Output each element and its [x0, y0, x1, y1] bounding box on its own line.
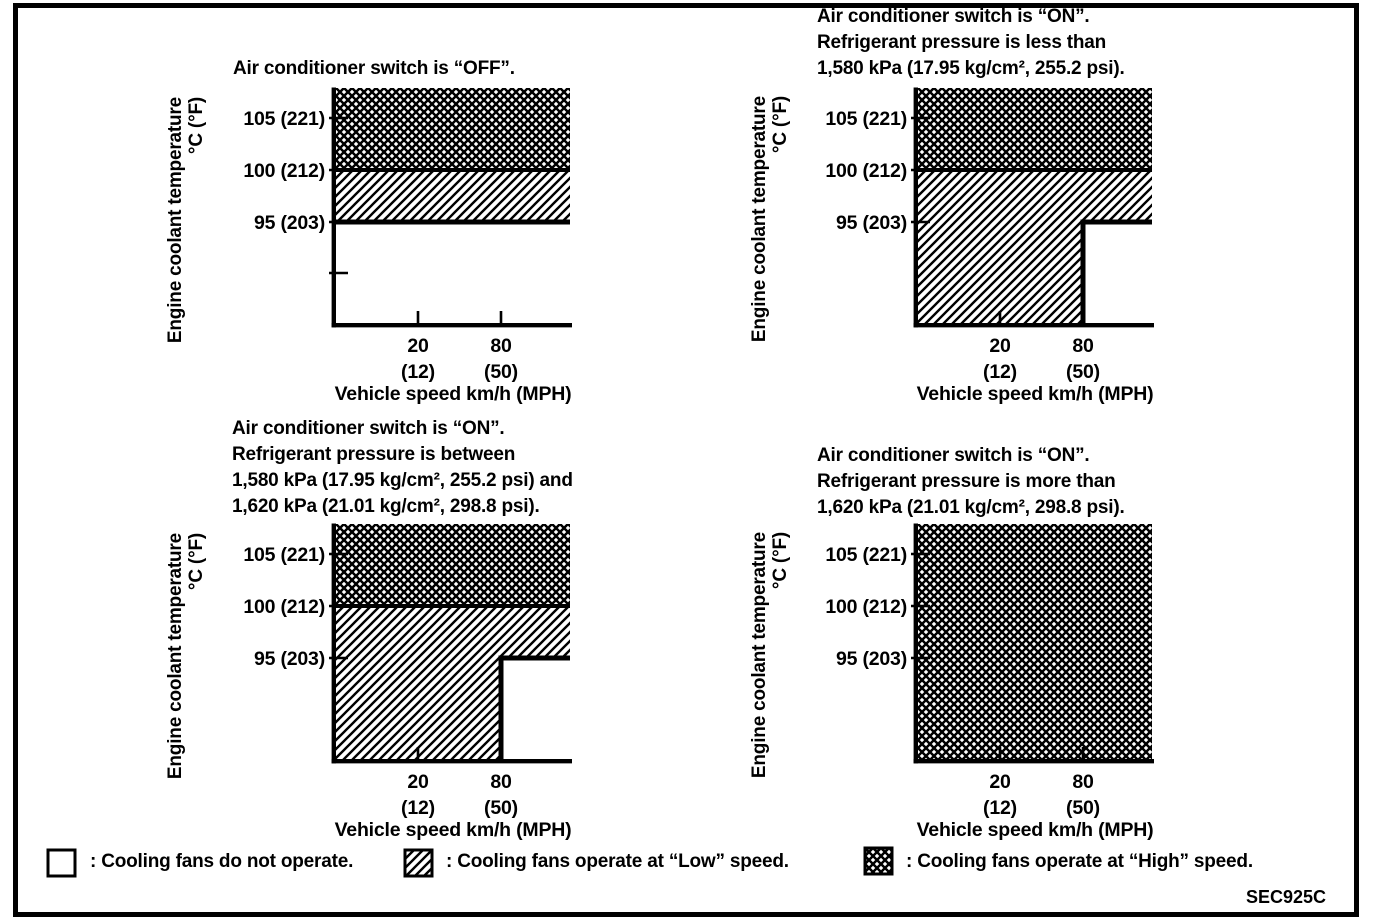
legend-swatch-off-box [46, 848, 77, 878]
figure-code: SEC925C [1245, 887, 1326, 907]
y-tick-label: 105 (221) [243, 108, 325, 130]
chart-title-line: 1,620 kPa (21.01 kg/cm², 298.8 psi). [817, 497, 1125, 518]
chart-title-line: Refrigerant pressure is less than [817, 32, 1107, 53]
fan-boundary-line [1080, 219, 1152, 323]
x-tick-label: 20 [407, 771, 429, 793]
y-tick-label: 95 (203) [254, 648, 325, 670]
legend-swatch-off [46, 848, 77, 878]
high-speed-region [336, 88, 570, 170]
chart-title-line: 1,580 kPa (17.95 kg/cm², 255.2 psi) and [232, 470, 573, 491]
x-axis-title: Vehicle speed km/h (MPH) [917, 819, 1154, 841]
legend-swatch-low [403, 848, 434, 878]
y-axis-label: Engine coolant temperature °C (°F) [165, 97, 207, 344]
x-tick-label: 80 [490, 335, 512, 357]
chart-title-ac-on-mid-pressure: Air conditioner switch is “ON”. Refrigera… [232, 416, 573, 520]
chart-plot-ac-on-high-pressure: 105 (221) 100 (212) 95 (203) 20 (12) 80 (50)Ve… [825, 523, 1154, 841]
y-tick-label: 105 (221) [825, 108, 907, 130]
legend-label-high: : Cooling fans operate at “High” speed. [906, 851, 1253, 872]
x-axis-title: Vehicle speed km/h (MPH) [917, 383, 1154, 405]
chart-plot-ac-on-mid-pressure: 105 (221) 100 (212) 95 (203) 20 (12) 80 (50)Ve… [243, 523, 572, 841]
legend-label-off: : Cooling fans do not operate. [90, 851, 354, 872]
chart-title-ac-on-low-pressure: Air conditioner switch is “ON”. Refrigera… [817, 4, 1125, 82]
legend-swatch-high [863, 846, 894, 876]
x-tick-label: 20 [407, 335, 429, 357]
y-tick-label: 105 (221) [243, 544, 325, 566]
y-tick-label: 105 (221) [825, 544, 907, 566]
x-tick-label: 80 [490, 771, 512, 793]
y-tick-label: 100 (212) [825, 160, 907, 182]
high-speed-region [336, 524, 570, 606]
x-tick-sublabel: (50) [1066, 797, 1100, 819]
low-speed-region [336, 170, 570, 222]
chart-plot-ac-on-low-pressure: 105 (221) 100 (212) 95 (203) 20 (12) 80 (50)Ve… [825, 87, 1154, 405]
y-tick-label: 95 (203) [836, 212, 907, 234]
y-tick-label: 100 (212) [243, 596, 325, 618]
y-tick-label: 95 (203) [254, 212, 325, 234]
legend-swatch-low-box [403, 848, 434, 878]
y-axis-label: Engine coolant temperature °C (°F) [165, 533, 207, 780]
x-tick-label: 80 [1072, 771, 1094, 793]
legend-swatch-high-box [863, 846, 894, 876]
y-axis-label: Engine coolant temperature °C (°F) [749, 96, 791, 343]
low-speed-region [336, 606, 570, 759]
y-tick-label: 100 (212) [825, 596, 907, 618]
x-tick-sublabel: (12) [401, 797, 435, 819]
chart-title-line: Air conditioner switch is “ON”. [817, 6, 1090, 27]
y-tick-label: 100 (212) [243, 160, 325, 182]
x-tick-sublabel: (12) [983, 797, 1017, 819]
x-tick-sublabel: (12) [401, 361, 435, 383]
chart-title-line: Air conditioner switch is “ON”. [232, 418, 505, 439]
x-tick-label: 80 [1072, 335, 1094, 357]
chart-title-line: Refrigerant pressure is between [232, 444, 516, 465]
chart-title-line: 1,580 kPa (17.95 kg/cm², 255.2 psi). [817, 58, 1125, 79]
chart-title-line: Refrigerant pressure is more than [817, 471, 1116, 492]
fan-boundary-line [498, 655, 570, 759]
x-tick-label: 20 [989, 771, 1011, 793]
figure-border-frame [13, 3, 1359, 917]
x-tick-sublabel: (50) [484, 797, 518, 819]
y-tick-label: 95 (203) [836, 648, 907, 670]
y-axis-label: Engine coolant temperature °C (°F) [749, 532, 791, 779]
chart-title-line: Air conditioner switch is “OFF”. [233, 58, 515, 79]
x-axis-title: Vehicle speed km/h (MPH) [335, 819, 572, 841]
chart-title-ac-on-high-pressure: Air conditioner switch is “ON”. Refrigera… [817, 443, 1125, 521]
chart-title-ac-off: Air conditioner switch is “OFF”. [233, 56, 515, 82]
x-tick-sublabel: (50) [1066, 361, 1100, 383]
low-speed-region [918, 170, 1152, 323]
high-speed-region [918, 88, 1152, 170]
x-tick-sublabel: (12) [983, 361, 1017, 383]
x-tick-label: 20 [989, 335, 1011, 357]
legend-label-low: : Cooling fans operate at “Low” speed. [446, 851, 789, 872]
high-speed-region [918, 524, 1152, 759]
x-tick-sublabel: (50) [484, 361, 518, 383]
chart-plot-ac-off: 105 (221) 100 (212) 95 (203) 20 (12) 80 (50)Ve… [243, 87, 572, 405]
chart-title-line: 1,620 kPa (21.01 kg/cm², 298.8 psi). [232, 496, 540, 517]
chart-title-line: Air conditioner switch is “ON”. [817, 445, 1090, 466]
x-axis-title: Vehicle speed km/h (MPH) [335, 383, 572, 405]
